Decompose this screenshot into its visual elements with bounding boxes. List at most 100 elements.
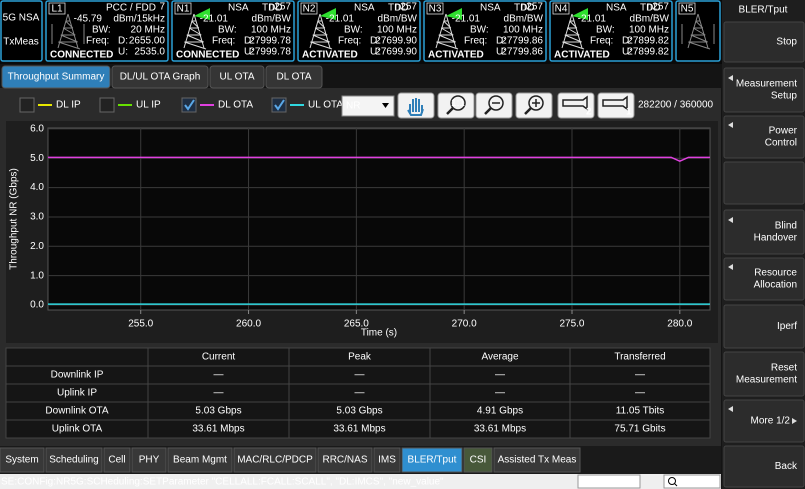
bw-label: BW: (344, 25, 363, 36)
cell-id: N1 (177, 4, 190, 15)
bottom-tab[interactable] (493, 447, 581, 473)
snapshot-number: 1 (626, 107, 632, 118)
tool-button[interactable] (515, 92, 553, 119)
bottom-tab[interactable] (0, 447, 45, 473)
column-header: Transferred (614, 352, 665, 363)
softkey-label: Measurement (736, 375, 797, 386)
series-checkbox[interactable] (99, 97, 115, 113)
freq-label: Freq: (590, 36, 613, 47)
legend-label: UL IP (136, 100, 161, 111)
d-label: D: (622, 36, 632, 47)
cell-id: N3 (429, 4, 442, 15)
bottom-tab[interactable] (103, 447, 131, 473)
progress-counter: 282200 / 360000 (638, 100, 714, 111)
softkey[interactable] (723, 115, 805, 159)
softkey[interactable] (723, 399, 805, 443)
bottom-tab[interactable] (167, 447, 233, 473)
bottom-tab[interactable] (233, 447, 317, 473)
bw-label: BW: (596, 25, 615, 36)
cell-bw: 100 MHz (629, 25, 669, 36)
cell-value: 33.61 Mbps (333, 424, 385, 435)
tab-label: UL OTA (219, 72, 254, 83)
x-tick-label: 275.0 (559, 319, 584, 330)
softkey[interactable] (723, 67, 805, 113)
bottom-tab-label: PHY (139, 455, 160, 466)
cell-card[interactable] (45, 0, 169, 62)
hand-icon (407, 98, 424, 116)
tool-button[interactable] (475, 92, 513, 119)
tower-icon (692, 27, 706, 36)
cell-dl-freq: 27999.78 (249, 36, 291, 47)
tower-icon (438, 34, 456, 43)
mode-dropdown[interactable] (341, 95, 395, 117)
softkey[interactable] (723, 21, 805, 63)
softkey-label: Reset (771, 363, 797, 374)
camera-icon (562, 95, 588, 111)
signal-icon (446, 8, 462, 20)
tower-icon (562, 41, 585, 50)
submenu-arrow (728, 406, 733, 412)
signal-icon (194, 8, 210, 20)
column-header: Average (481, 352, 519, 363)
tower-icon (58, 41, 81, 50)
magnifier-icon (528, 95, 544, 111)
softkey[interactable] (723, 445, 805, 488)
legend-label: DL IP (56, 100, 81, 111)
cell-value: 4.91 Gbps (477, 406, 523, 417)
tower-icon (191, 20, 200, 29)
bottom-tab[interactable] (45, 447, 103, 473)
cell-value: — (495, 370, 505, 381)
softkey[interactable] (723, 257, 805, 301)
bottom-tab[interactable] (317, 447, 373, 473)
bottom-tab[interactable] (131, 447, 167, 473)
softkey-label: Measurement (736, 79, 797, 90)
cell-band: n257 (269, 2, 292, 13)
series-checkbox[interactable] (19, 97, 35, 113)
cell-duplex: TDD (388, 3, 409, 14)
softkey[interactable] (723, 209, 805, 255)
cell-status: CONNECTED (176, 50, 239, 61)
y-tick-label: 2.0 (30, 241, 44, 252)
cell-power-unit: dBm/BW (630, 14, 670, 25)
tower-icon (690, 34, 708, 43)
search-box[interactable] (663, 474, 721, 489)
softkey-label: Stop (776, 37, 797, 48)
bottom-tab[interactable] (373, 447, 401, 473)
magnifier-handle (484, 107, 492, 115)
freq-label: Freq: (464, 36, 487, 47)
cell-mode: PCC / FDD (106, 3, 156, 14)
plot-area (47, 127, 711, 311)
bottom-tab[interactable] (463, 447, 493, 473)
tab-label: Throughput Summary (8, 72, 105, 83)
cell-value: 5.03 Gbps (195, 406, 241, 417)
cell-dl-freq: 27899.82 (627, 36, 669, 47)
magnifier-icon (450, 95, 466, 111)
tool-button[interactable] (437, 92, 475, 119)
bottom-tab[interactable] (401, 447, 463, 473)
cell-power: -21.01 (200, 14, 229, 25)
cell-band: n257 (395, 2, 418, 13)
bottom-tab-label: Beam Mgmt (173, 455, 227, 466)
mode-box (0, 0, 43, 62)
cell-value: — (214, 388, 224, 399)
tab[interactable] (111, 65, 209, 89)
legend-label: UL OTA (308, 100, 343, 111)
softkey[interactable] (723, 304, 805, 349)
magnifier-handle (446, 107, 454, 115)
u-label: U: (622, 47, 632, 58)
y-tick-label: 5.0 (30, 153, 44, 164)
tab[interactable] (1, 65, 111, 89)
cell-id: N2 (303, 4, 316, 15)
tab[interactable] (209, 65, 265, 89)
tower-icon (436, 41, 459, 50)
tab[interactable] (265, 65, 323, 89)
cell-id-box (426, 2, 444, 15)
bottom-tab-label: Assisted Tx Meas (498, 455, 577, 466)
cell-bw: 100 MHz (251, 25, 291, 36)
softkey[interactable] (723, 351, 805, 397)
softkey-label: Back (775, 461, 798, 472)
tower-icon (312, 34, 330, 43)
softkey[interactable] (723, 161, 805, 205)
cell-value: — (635, 370, 645, 381)
